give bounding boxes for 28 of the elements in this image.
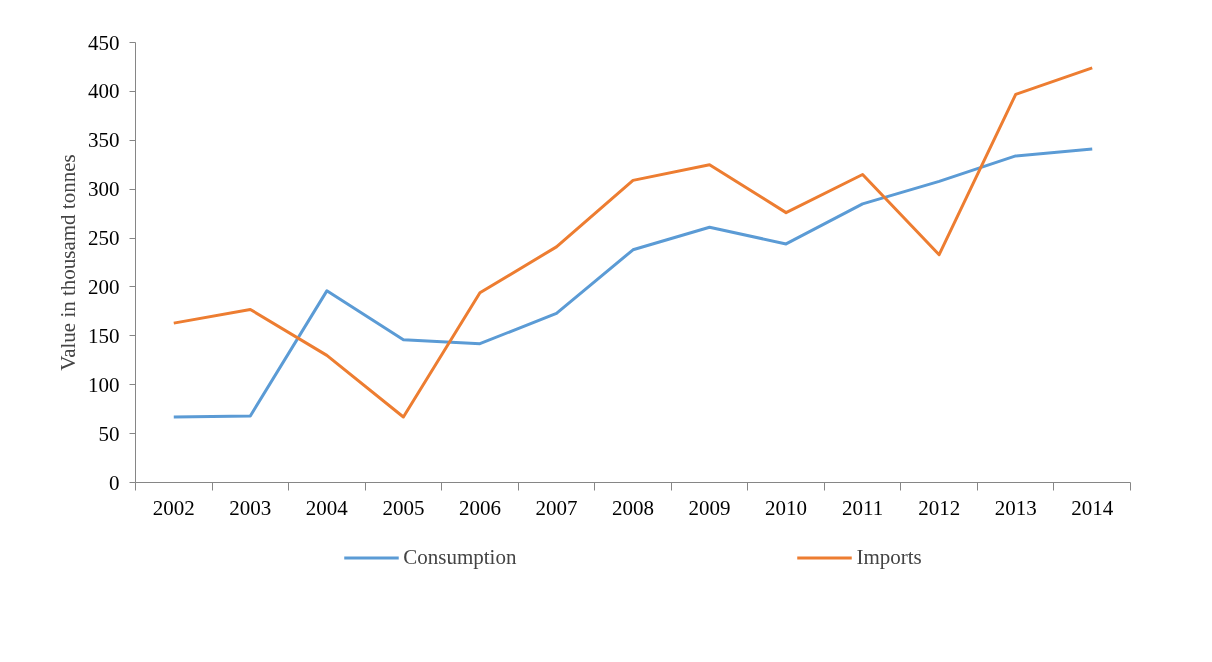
line-series — [172, 66, 1094, 419]
legend-label: Imports — [856, 544, 922, 570]
x-tick-label: 2008 — [612, 495, 654, 520]
x-tick-label: 2011 — [842, 495, 884, 520]
y-tick-label: 200 — [88, 274, 120, 299]
x-tick-label: 2013 — [994, 495, 1037, 520]
y-tick-label: 300 — [88, 177, 120, 202]
x-tick-label: 2010 — [765, 495, 808, 520]
y-tick-label: 0 — [109, 470, 120, 495]
x-tick-label: 2006 — [458, 495, 501, 520]
y-tick-label: 50 — [98, 421, 120, 446]
x-tick-label: 2009 — [688, 495, 731, 520]
x-tick-label: 2005 — [382, 495, 425, 520]
x-tick-label: 2012 — [918, 495, 961, 520]
x-tick-label: 2002 — [152, 495, 195, 520]
x-tick-label: 2007 — [535, 495, 578, 520]
y-tick-label: 400 — [88, 79, 120, 104]
line-series — [172, 147, 1094, 419]
y-axis-title: Value in thousamd tonnes — [56, 154, 80, 371]
x-tick-label: 2003 — [229, 495, 272, 520]
y-tick-label: 350 — [88, 128, 120, 153]
legend-label: Consumption — [403, 544, 517, 570]
y-tick-label: 250 — [88, 226, 120, 251]
x-tick-label: 2014 — [1071, 495, 1114, 520]
y-tick-label: 450 — [88, 30, 120, 55]
y-tick-label: 100 — [88, 372, 120, 397]
x-tick-label: 2004 — [305, 495, 349, 520]
y-tick-label: 150 — [88, 323, 120, 348]
